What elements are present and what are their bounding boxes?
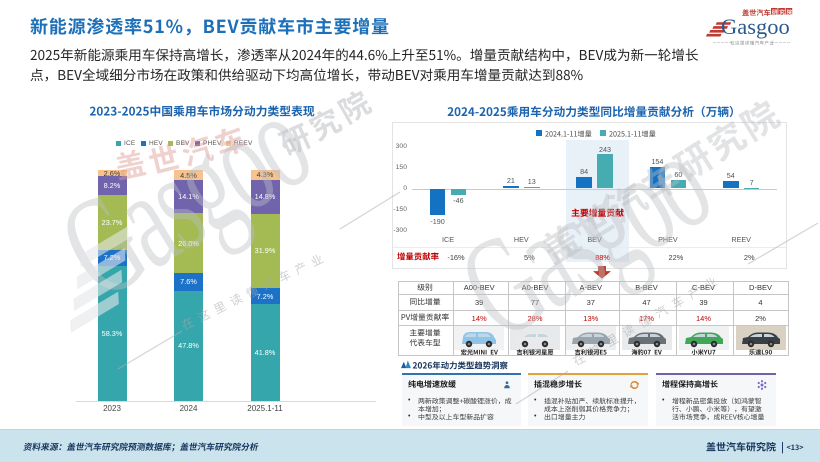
svg-text:Gasgoo: Gasgoo — [721, 14, 790, 39]
